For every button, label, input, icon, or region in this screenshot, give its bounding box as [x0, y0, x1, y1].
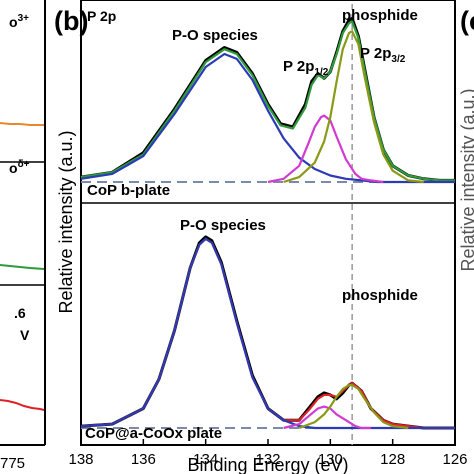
panel-b-label: (b) — [54, 6, 88, 36]
panel-a-green-curve — [0, 264, 45, 270]
top-phosphide-label: phosphide — [342, 7, 418, 24]
top-po-species-label: P-O species — [172, 27, 258, 44]
series-p-2p3-2 — [298, 384, 409, 430]
panel-a-label-value: .6 — [14, 305, 26, 321]
x-axis-title: Binding Energy (eV) — [187, 455, 348, 474]
panel-c-y-axis-title: Relative intensity (a.u.) — [458, 88, 474, 271]
x-tick-label: 136 — [131, 451, 156, 468]
series-p-2p3-2 — [283, 30, 424, 184]
series-measured — [80, 16, 455, 182]
panel-a-fragment: o3+ oδ+ .6 V 775 — [0, 0, 46, 472]
x-tick-label: 126 — [442, 451, 467, 468]
panel-c-label: (c — [460, 6, 474, 36]
top-p32-label: P 2p3/2 — [360, 45, 406, 65]
x-tick-label: 132 — [255, 451, 280, 468]
series-measured — [80, 235, 455, 430]
x-tick-label: 138 — [68, 451, 93, 468]
series-p-o-species — [80, 237, 455, 430]
panel-a-label-co3: o3+ — [9, 13, 29, 30]
series-envelope-fit — [80, 20, 455, 182]
panel-a-label-v: V — [20, 327, 30, 343]
top-core-level-label: P 2p — [87, 8, 116, 24]
series-p-2p1-2 — [267, 114, 384, 184]
panel-b-top-curves — [80, 16, 455, 184]
bottom-sample-label: CoP@a-CoOx plate — [85, 425, 222, 442]
panel-b-x-ticks: 138 136 134 132 130 128 126 — [68, 439, 468, 468]
x-tick-label: 134 — [193, 451, 218, 468]
panel-b-axes — [80, 0, 456, 446]
series-envelope-fit — [80, 237, 455, 430]
panel-a-tick-label: 775 — [0, 455, 25, 472]
panel-b-bottom-curves — [80, 235, 455, 430]
panel-a-label-codelta: oδ+ — [9, 159, 30, 176]
bottom-phosphide-label: phosphide — [342, 287, 418, 304]
series-p-2p1-2 — [283, 405, 371, 430]
top-p12-label: P 2p1/2 — [283, 58, 329, 78]
y-axis-title: Relative intensity (a.u.) — [56, 130, 76, 313]
x-tick-label: 128 — [380, 451, 405, 468]
panel-a-orange-curve — [0, 122, 44, 126]
x-tick-label: 130 — [318, 451, 343, 468]
panel-a-red-curve — [0, 399, 45, 411]
series-p-o-species — [80, 52, 455, 184]
bottom-po-species-label: P-O species — [180, 217, 266, 234]
top-sample-label: CoP b-plate — [87, 182, 170, 199]
